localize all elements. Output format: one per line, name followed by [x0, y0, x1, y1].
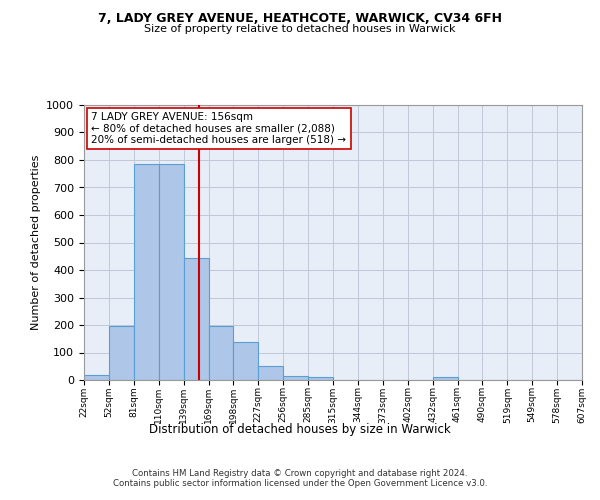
Bar: [433, 377, 458, 380]
Text: Distribution of detached houses by size in Warwick: Distribution of detached houses by size …: [149, 422, 451, 436]
Text: 7, LADY GREY AVENUE, HEATHCOTE, WARWICK, CV34 6FH: 7, LADY GREY AVENUE, HEATHCOTE, WARWICK,…: [98, 12, 502, 26]
Text: Contains public sector information licensed under the Open Government Licence v3: Contains public sector information licen…: [113, 479, 487, 488]
Bar: [84, 374, 109, 380]
Bar: [158, 164, 184, 380]
Bar: [259, 366, 283, 380]
Bar: [283, 376, 308, 380]
Text: Contains HM Land Registry data © Crown copyright and database right 2024.: Contains HM Land Registry data © Crown c…: [132, 469, 468, 478]
Bar: [233, 342, 258, 380]
Text: Size of property relative to detached houses in Warwick: Size of property relative to detached ho…: [144, 24, 456, 34]
Bar: [184, 258, 209, 380]
Bar: [109, 326, 134, 380]
Bar: [308, 376, 333, 380]
Bar: [209, 326, 233, 380]
Bar: [134, 164, 159, 380]
Y-axis label: Number of detached properties: Number of detached properties: [31, 155, 41, 330]
Text: 7 LADY GREY AVENUE: 156sqm
← 80% of detached houses are smaller (2,088)
20% of s: 7 LADY GREY AVENUE: 156sqm ← 80% of deta…: [91, 112, 346, 145]
